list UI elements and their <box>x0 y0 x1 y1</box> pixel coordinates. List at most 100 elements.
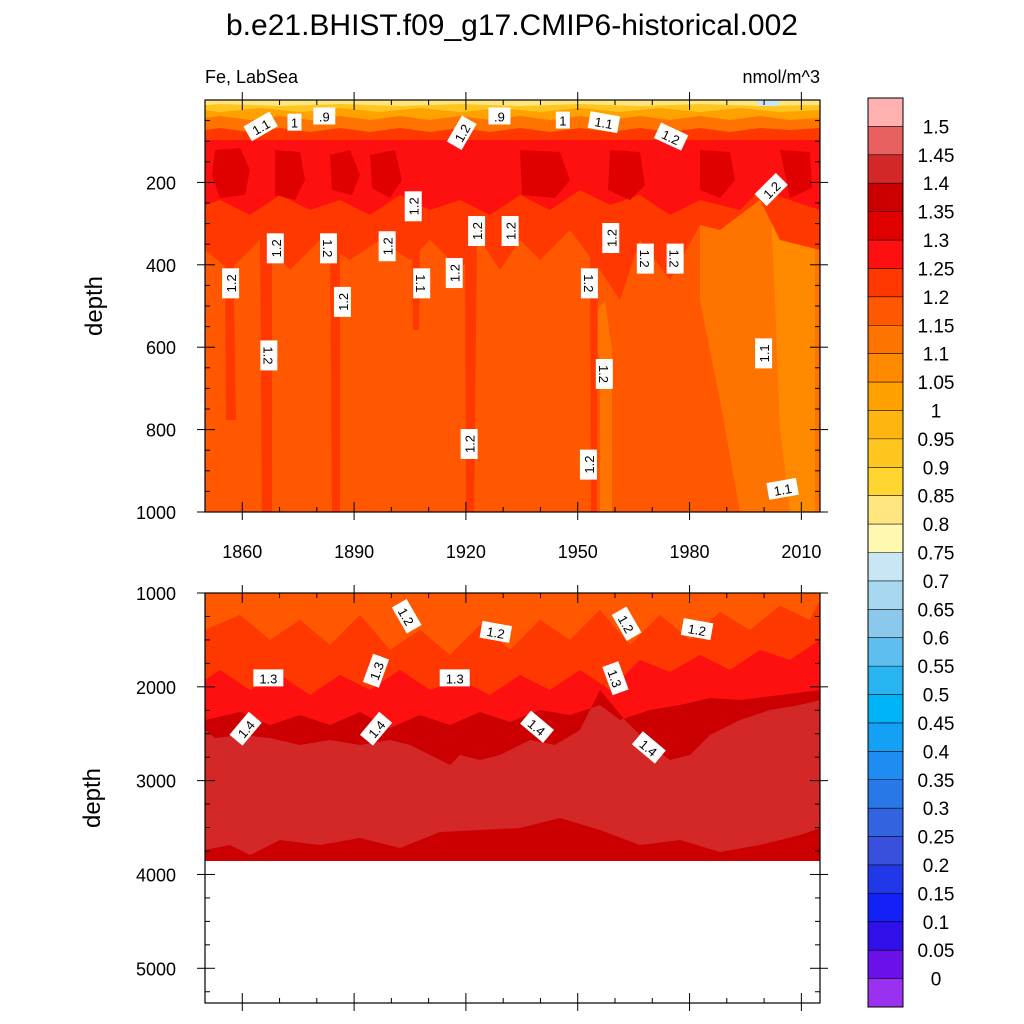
contour-label-box <box>666 243 684 274</box>
contour-label-text: 1.2 <box>407 197 422 215</box>
lower-y-tick-label: 4000 <box>136 865 176 885</box>
lower-contour-label: 1.2 <box>680 618 714 641</box>
colorbar-box <box>868 353 903 383</box>
upper-contour-label: 1.2 <box>404 191 422 222</box>
colorbar-tick-label: 1.45 <box>918 146 955 167</box>
colorbar-box <box>868 694 903 724</box>
colorbar-tick-label: 0.1 <box>923 913 949 934</box>
fill-level-1-25-band <box>205 640 820 728</box>
contour-label-box <box>611 606 642 641</box>
upper-contour-label: 1.1 <box>587 111 621 134</box>
contour-label-text: 1.1 <box>413 274 428 292</box>
contour-label-text: 1.2 <box>637 250 652 268</box>
colorbar-box <box>868 268 903 298</box>
fill-level-0-8-surface <box>205 100 820 106</box>
upper-contour-label: 1.2 <box>579 449 597 480</box>
contour-label-box <box>595 358 613 389</box>
upper-contour-label: 1.2 <box>333 286 351 317</box>
upper-y-tick-label: 800 <box>146 421 176 441</box>
contour-label-box <box>229 711 262 746</box>
lower-contour-fill <box>205 593 820 1003</box>
contour-label-box <box>413 268 431 299</box>
colorbar-tick-label: 1.5 <box>923 117 949 138</box>
colorbar-box <box>868 183 903 212</box>
contour-label-box <box>501 216 519 247</box>
colorbar-tick-label: 0.9 <box>923 458 949 479</box>
contour-label-text: 1.2 <box>260 346 275 364</box>
contour-label-text: 1.3 <box>446 671 464 686</box>
contour-label-box <box>320 233 337 264</box>
colorbar-tick-label: 1.4 <box>923 174 950 195</box>
contour-label-box <box>579 449 597 480</box>
colorbar-tick-label: 0.7 <box>923 572 949 593</box>
contour-label-text: 1.1 <box>773 481 793 499</box>
upper-x-tick-label: 1890 <box>334 542 374 562</box>
contour-label-text: 1.2 <box>596 365 611 383</box>
contour-label-box <box>359 711 393 746</box>
colorbar-box <box>868 211 903 241</box>
lower-contour-label: 1.2 <box>479 620 513 643</box>
contour-label-text: 1.2 <box>582 456 597 474</box>
upper-contour-label: 1 <box>287 113 302 131</box>
contour-label-text: 1.2 <box>504 222 519 240</box>
colorbar-tick-label: 0 <box>931 970 942 991</box>
upper-x-tick-label: 1920 <box>446 542 486 562</box>
contour-label-box <box>460 429 478 460</box>
colorbar-tick-label: 1.2 <box>923 288 949 309</box>
contour-label-text: 1.3 <box>259 671 277 686</box>
colorbar-tick-label: 0.5 <box>923 686 949 707</box>
upper-contour-label: 1.2 <box>595 358 613 389</box>
colorbar-box <box>868 580 903 610</box>
colorbar-tick-label: 0.6 <box>923 629 949 650</box>
no-data-region <box>205 861 820 1003</box>
contour-label-box <box>445 258 463 289</box>
colorbar-tick-label: 0.85 <box>918 487 955 508</box>
colorbar-box <box>868 382 903 411</box>
colorbar-box <box>868 836 903 866</box>
upper-y-tick-label: 400 <box>146 256 176 276</box>
upper-contour-label: 1.2 <box>320 233 337 264</box>
contour-label-box <box>631 731 666 764</box>
colorbar-tick-label: 0.95 <box>918 430 955 451</box>
upper-contour-label: 1.2 <box>468 216 486 247</box>
contour-label-box <box>580 268 598 299</box>
colorbar-tick-label: 1 <box>931 401 942 422</box>
contour-label-box <box>378 231 396 262</box>
upper-x-tick-label: 2010 <box>781 542 821 562</box>
contour-label-text: 1.2 <box>659 127 682 148</box>
upper-contour-label: 1.2 <box>580 268 598 299</box>
lower-contour-label: 1.3 <box>602 661 629 696</box>
upper-contour-label: 1.2 <box>260 340 278 371</box>
colorbar-box <box>868 296 903 326</box>
contour-label-text: 1.3 <box>367 660 387 682</box>
fill-level-1-2-band <box>205 600 820 695</box>
contour-label-text: 1.2 <box>470 222 485 240</box>
lower-y-tick-label: 3000 <box>136 772 176 792</box>
contour-label-box <box>260 340 278 371</box>
upper-y-axis-label: depth <box>81 276 108 336</box>
contour-label-box <box>755 338 773 369</box>
colorbar-box <box>868 666 903 695</box>
lower-y-axis-label: depth <box>79 768 106 828</box>
contour-label-text: 1.2 <box>336 293 351 311</box>
contour-label-box <box>243 111 278 142</box>
fill-level-1-1-patch <box>590 300 612 512</box>
colorbar-box <box>868 410 903 440</box>
lower-contour-label: 1.3 <box>253 669 284 687</box>
contour-label-box <box>754 172 788 207</box>
contour-label-box <box>602 661 629 696</box>
contour-label-box <box>266 233 284 264</box>
colorbar-tick-label: 0.8 <box>923 515 949 536</box>
colorbar-tick-label: 0.05 <box>918 941 955 962</box>
contour-label-text: 1.2 <box>581 274 596 292</box>
upper-contour-label: 1.2 <box>636 243 654 274</box>
colorbar-box <box>868 779 903 809</box>
contour-label-box <box>488 107 511 125</box>
contour-label-text: 1.2 <box>485 624 505 642</box>
upper-x-tick-label: 1950 <box>558 542 598 562</box>
lower-y-tick-label: 2000 <box>136 678 176 698</box>
contour-label-box <box>362 653 390 688</box>
colorbar-tick-label: 1.3 <box>923 231 949 252</box>
colorbar-box <box>868 438 903 468</box>
colorbar-box <box>868 893 903 923</box>
